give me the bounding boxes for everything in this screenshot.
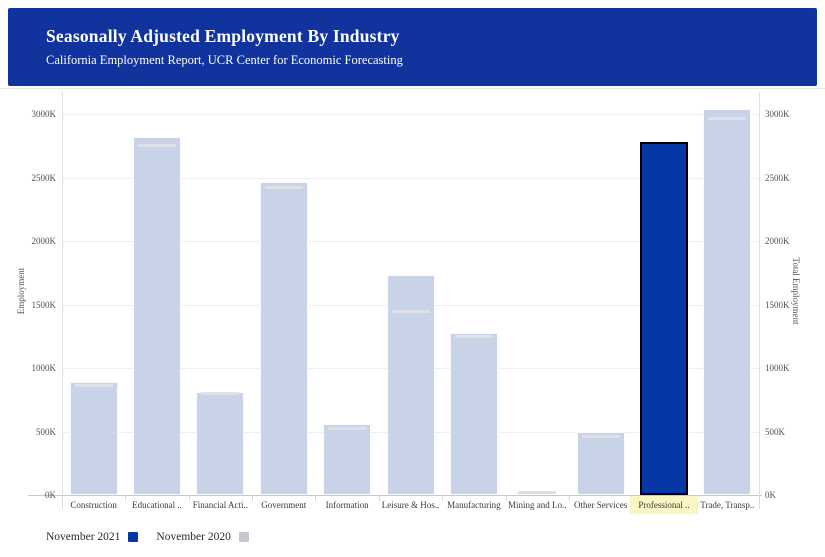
marker-mining-and-lo bbox=[518, 490, 557, 494]
page-subtitle: California Employment Report, UCR Center… bbox=[46, 53, 403, 67]
y-tick-label-left: 0K bbox=[45, 490, 56, 500]
y-tick-label-left: 1500K bbox=[31, 299, 57, 310]
x-axis-tick bbox=[568, 495, 570, 501]
plot-border-right bbox=[759, 92, 760, 509]
category-label-trade-transp[interactable]: Trade, Transp.. bbox=[700, 500, 755, 510]
y-tick-label-left: 3000K bbox=[31, 109, 57, 119]
marker-leisure-hos bbox=[391, 309, 430, 313]
legend-label: November 2021 bbox=[46, 531, 121, 543]
bar-government[interactable] bbox=[259, 181, 308, 495]
marker-construction bbox=[74, 384, 113, 388]
gridline bbox=[62, 114, 759, 115]
marker-financial-acti bbox=[201, 391, 240, 395]
bar-financial-acti[interactable] bbox=[196, 391, 245, 495]
page-title: Seasonally Adjusted Employment By Indust… bbox=[46, 26, 400, 46]
bar-trade-transp[interactable] bbox=[703, 108, 752, 495]
bar-professional[interactable] bbox=[639, 141, 688, 495]
x-axis-tick bbox=[252, 495, 254, 501]
legend-item-november-2020[interactable]: November 2020 bbox=[156, 531, 260, 543]
x-axis-tick bbox=[62, 495, 63, 501]
category-label-construction[interactable]: Construction bbox=[70, 500, 117, 510]
header-divider bbox=[0, 88, 825, 89]
x-axis-tick bbox=[378, 495, 380, 501]
bar-construction[interactable] bbox=[69, 381, 118, 495]
legend-swatch-icon bbox=[128, 532, 139, 542]
marker-other-services bbox=[581, 435, 620, 439]
y-tick-label-left: 500K bbox=[36, 426, 56, 437]
x-axis-tick bbox=[125, 495, 127, 501]
legend-label: November 2020 bbox=[156, 531, 231, 543]
plot-border-left bbox=[62, 92, 63, 509]
bar-information[interactable] bbox=[323, 424, 372, 495]
gridline bbox=[62, 241, 759, 242]
category-label-leisure-hos[interactable]: Leisure & Hos.. bbox=[381, 500, 440, 510]
y-tick-label-left: 2000K bbox=[31, 236, 57, 246]
category-label-mining-and-lo[interactable]: Mining and Lo.. bbox=[507, 500, 567, 510]
y-axis-title-right: Total Employment bbox=[791, 257, 801, 325]
legend-swatch-icon bbox=[238, 532, 249, 542]
bar-manufacturing[interactable] bbox=[449, 333, 498, 495]
y-tick-label-left: 1000K bbox=[31, 363, 57, 373]
legend-item-november-2021[interactable]: November 2021 bbox=[46, 531, 150, 543]
gridline bbox=[62, 177, 759, 179]
y-tick-label-right: 500K bbox=[765, 426, 785, 437]
y-tick-label-right: 2500K bbox=[765, 172, 790, 183]
x-axis-tick bbox=[442, 495, 444, 501]
x-axis-tick bbox=[188, 495, 190, 501]
bar-educational[interactable] bbox=[133, 136, 182, 495]
marker-information bbox=[328, 426, 367, 430]
y-tick-label-right: 0K bbox=[765, 490, 776, 500]
y-tick-label-right: 1000K bbox=[765, 363, 790, 373]
x-axis-line bbox=[28, 495, 762, 496]
marker-government bbox=[264, 186, 303, 190]
marker-educational bbox=[138, 144, 177, 148]
x-axis-tick bbox=[505, 495, 507, 501]
y-tick-label-left: 2500K bbox=[31, 172, 57, 183]
marker-trade-transp bbox=[708, 116, 747, 120]
y-tick-label-right: 1500K bbox=[765, 299, 790, 310]
y-tick-label-right: 3000K bbox=[765, 109, 790, 119]
bar-other-services[interactable] bbox=[576, 431, 625, 495]
x-axis-tick bbox=[759, 495, 760, 501]
chart-legend: November 2021 November 2020 bbox=[46, 531, 267, 543]
x-axis-tick bbox=[315, 495, 317, 501]
category-label-information[interactable]: Information bbox=[325, 500, 369, 510]
category-label-other-services[interactable]: Other Services bbox=[573, 500, 628, 510]
category-label-professional[interactable]: Professional .. bbox=[629, 496, 699, 514]
category-label-educational[interactable]: Educational .. bbox=[132, 500, 182, 510]
bar-leisure-hos[interactable] bbox=[386, 275, 435, 495]
category-label-government[interactable]: Government bbox=[261, 500, 307, 510]
y-tick-label-right: 2000K bbox=[765, 236, 790, 246]
report-header-banner: Seasonally Adjusted Employment By Indust… bbox=[8, 8, 817, 86]
marker-manufacturing bbox=[454, 334, 493, 338]
category-label-financial-acti[interactable]: Financial Acti.. bbox=[192, 500, 249, 510]
category-label-manufacturing[interactable]: Manufacturing bbox=[447, 500, 501, 510]
